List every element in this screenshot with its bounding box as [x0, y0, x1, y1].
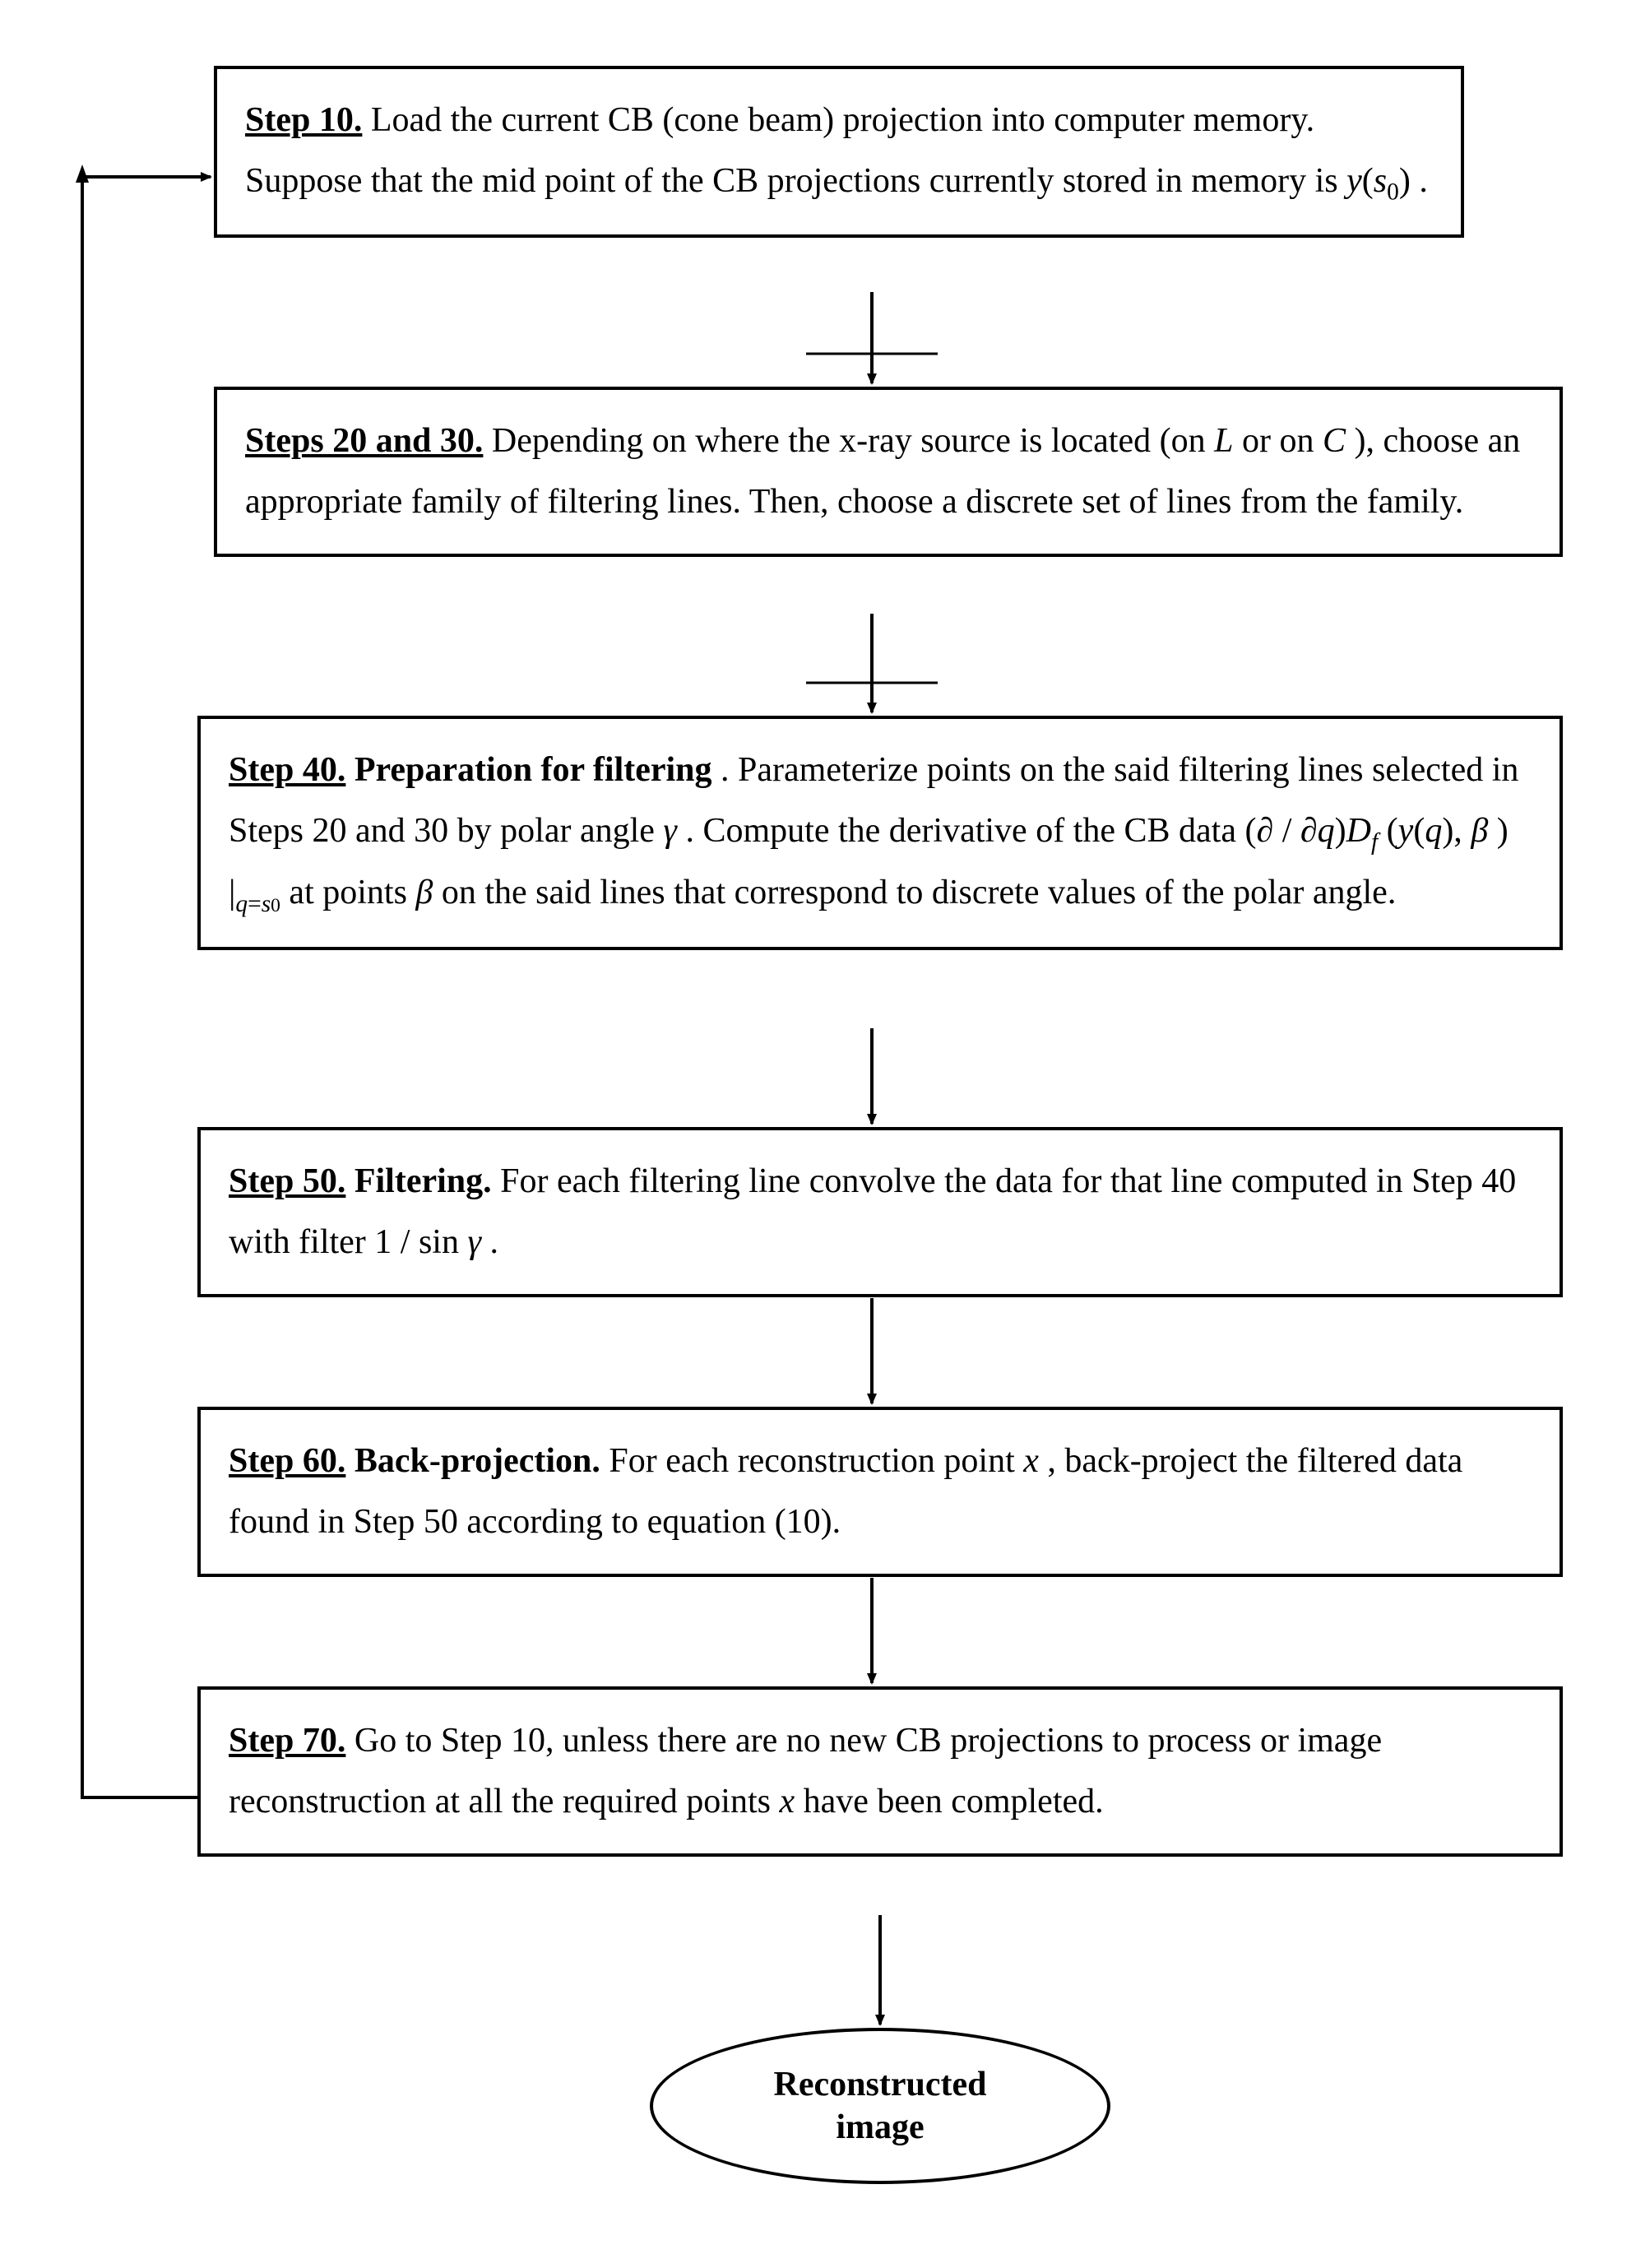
label-step70: Step 70.	[229, 1722, 345, 1760]
terminal-reconstructed: Reconstructed image	[650, 2028, 1110, 2184]
bold-step50: Filtering.	[355, 1162, 492, 1200]
node-step10: Step 10. Load the current CB (cone beam)…	[214, 66, 1464, 238]
sub-qs0: q=s0	[235, 891, 280, 917]
var-x2: x	[779, 1783, 795, 1820]
terminal-line1: Reconstructed	[774, 2066, 987, 2103]
label-step50: Step 50.	[229, 1162, 345, 1200]
var-q1: q	[1318, 812, 1335, 850]
node-step60: Step 60. Back-projection. For each recon…	[197, 1407, 1563, 1577]
sub-f: f	[1371, 828, 1378, 855]
var-x1: x	[1023, 1442, 1039, 1480]
label-step40: Step 40.	[229, 751, 345, 789]
node-step50: Step 50. Filtering. For each filtering l…	[197, 1127, 1563, 1297]
var-beta1: β	[1471, 812, 1488, 850]
var-C: C	[1323, 422, 1346, 460]
var-y2: y	[1398, 812, 1414, 850]
node-step70: Step 70. Go to Step 10, unless there are…	[197, 1686, 1563, 1857]
text-60-a: For each reconstruction point	[609, 1442, 1023, 1480]
var-gamma2: γ	[467, 1223, 481, 1261]
text-2030-b: or on	[1242, 422, 1323, 460]
label-step2030: Steps 20 and 30.	[245, 422, 483, 460]
text-2030-a: Depending on where the x-ray source is l…	[492, 422, 1214, 460]
text-70-b: have been completed.	[804, 1783, 1104, 1820]
node-step2030: Steps 20 and 30. Depending on where the …	[214, 387, 1563, 557]
node-step40: Step 40. Preparation for filtering . Par…	[197, 716, 1563, 950]
var-q2: q	[1425, 812, 1442, 850]
text-40-c: at points	[289, 874, 415, 911]
terminal-line2: image	[836, 2108, 924, 2146]
bold-step60: Back-projection.	[355, 1442, 600, 1480]
text-40-d: on the said lines that correspond to dis…	[442, 874, 1396, 911]
bold-step40: Preparation for filtering	[355, 751, 712, 789]
var-s: s	[1374, 162, 1387, 200]
text-40-b: . Compute the derivative of the CB data …	[685, 812, 1317, 850]
var-L: L	[1214, 422, 1233, 460]
label-step60: Step 60.	[229, 1442, 345, 1480]
flowchart-canvas: Step 10. Load the current CB (cone beam)…	[0, 0, 1636, 2268]
sub-0: 0	[1387, 179, 1399, 205]
var-y: y	[1346, 162, 1362, 200]
edge-loop-70-10	[82, 177, 211, 1797]
text-step10-a: Load the current CB (cone beam) projecti…	[245, 101, 1346, 200]
var-beta2: β	[415, 874, 433, 911]
var-D: D	[1346, 812, 1371, 850]
label-step10: Step 10.	[245, 101, 362, 139]
var-gamma1: γ	[663, 812, 677, 850]
